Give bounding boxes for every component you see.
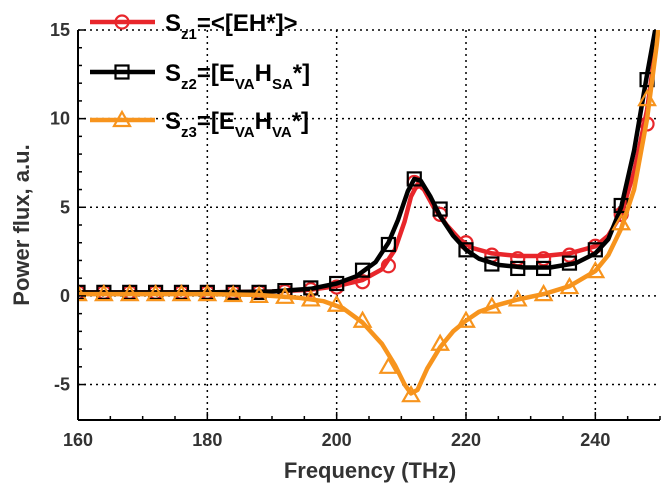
x-axis-label: Frequency (THz) [284, 458, 456, 483]
legend-entry-3: Sz3=[EVAHVA*] [90, 108, 309, 141]
series-1-point-11 [354, 274, 371, 290]
series-2-point-17 [510, 260, 526, 277]
legend-label-1: Sz1=<[EH*]> [165, 10, 298, 43]
legend-entry-2: Sz2=[EVAHSA*] [90, 60, 310, 93]
series-3-point-21 [611, 213, 632, 231]
tick-labels: 160 180 200 220 240 -5 0 5 10 15 [50, 20, 610, 450]
series-3-point-1 [93, 283, 114, 302]
series-3-point-16 [481, 296, 502, 314]
series-2-point-19 [561, 255, 578, 271]
series-2-point-13 [406, 171, 422, 187]
series-1-point-19 [561, 247, 578, 263]
y-tick-label-2: 5 [60, 197, 70, 217]
series-2-point-9 [303, 280, 319, 296]
series-1-point-18 [535, 251, 552, 267]
series-3-point-19 [559, 276, 580, 295]
x-tick-label-0: 160 [63, 430, 93, 450]
legend-label-3: Sz3=[EVAHVA*] [165, 108, 309, 141]
series-2-point-20 [587, 242, 603, 258]
series-3-point-4 [171, 283, 192, 302]
legend-entry-1: Sz1=<[EH*]> [90, 10, 298, 43]
grid [78, 29, 660, 420]
series-3-point-15 [456, 310, 476, 328]
legend-marker-2 [114, 64, 130, 80]
y-tick-label-0: -5 [54, 375, 70, 395]
series-3-point-9 [300, 289, 321, 307]
x-tick-label-4: 240 [580, 430, 610, 450]
legend-marker-1 [114, 14, 130, 30]
series-3-point-17 [507, 289, 528, 307]
series-3 [78, 30, 660, 403]
series-3-point-7 [249, 285, 269, 304]
series-2-point-12 [380, 236, 396, 253]
series-3-point-18 [533, 283, 554, 302]
series-2-point-14 [432, 201, 448, 217]
series-2-point-10 [329, 275, 345, 292]
y-axis-label: Power flux, a.u. [9, 144, 34, 305]
y-tick-label-1: 0 [60, 286, 70, 306]
series-3-point-5 [197, 283, 218, 302]
series-3-point-10 [326, 294, 347, 312]
series-3-point-8 [275, 286, 295, 304]
legend-label-2: Sz2=[EVAHSA*] [165, 60, 310, 93]
series-3-point-3 [145, 283, 166, 302]
y-tick-label-4: 15 [50, 20, 70, 40]
series-3-point-13 [401, 384, 421, 403]
series-3-point-14 [430, 333, 451, 351]
series-2-point-11 [354, 262, 371, 278]
y-tick-label-3: 10 [50, 109, 70, 129]
series-2-point-16 [484, 256, 500, 272]
x-tick-label-1: 180 [192, 430, 222, 450]
series-1-point-12 [380, 258, 396, 274]
series-3-point-2 [119, 283, 140, 302]
series-3-point-20 [585, 260, 606, 279]
series-2-point-15 [458, 242, 474, 258]
axes [77, 29, 661, 421]
series-3-point-22 [637, 88, 657, 107]
x-tick-label-3: 220 [451, 430, 481, 450]
legend-marker-3 [112, 109, 132, 128]
series-3-point-12 [378, 356, 399, 374]
series-3-point-11 [352, 310, 373, 328]
series-2 [78, 30, 658, 300]
series-3-point-0 [78, 283, 88, 302]
series-3-point-6 [223, 284, 244, 303]
series-2-point-18 [535, 260, 552, 277]
x-tick-label-2: 200 [322, 430, 352, 450]
series-layer [78, 30, 660, 403]
legend: Sz1=<[EH*]> Sz2=[EVAHSA*] Sz3=[EVAHVA*] [90, 10, 310, 141]
